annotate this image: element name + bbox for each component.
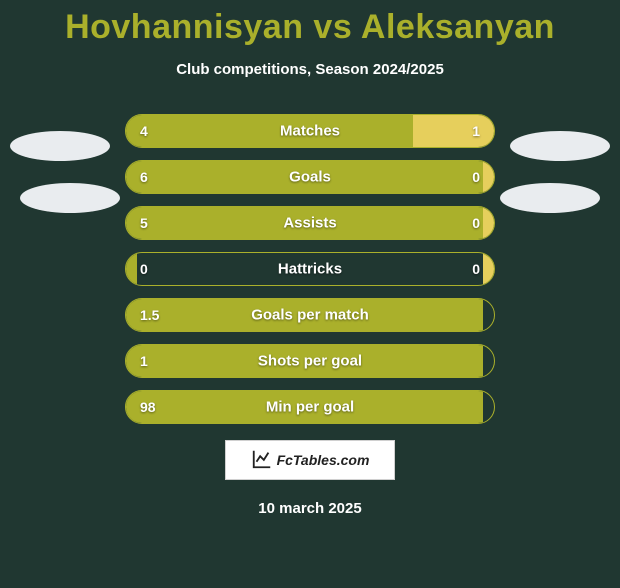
page-title: Hovhannisyan vs Aleksanyan	[0, 8, 620, 47]
stat-value-right: 0	[472, 169, 480, 185]
stat-value-right: 0	[472, 261, 480, 277]
stat-label: Goals	[126, 169, 494, 186]
stat-row: 1Shots per goal	[125, 344, 495, 378]
stat-label: Min per goal	[126, 399, 494, 416]
stat-row: 1.5Goals per match	[125, 298, 495, 332]
brand-badge: FcTables.com	[225, 440, 395, 480]
page-subtitle: Club competitions, Season 2024/2025	[0, 61, 620, 78]
stat-label: Assists	[126, 215, 494, 232]
stat-value-right: 1	[472, 123, 480, 139]
stat-label: Matches	[126, 123, 494, 140]
brand-text: FcTables.com	[277, 452, 370, 468]
stat-row: 6Goals0	[125, 160, 495, 194]
stats-rows: 4Matches16Goals05Assists00Hattricks01.5G…	[0, 114, 620, 424]
chart-icon	[251, 448, 273, 473]
stat-label: Goals per match	[126, 307, 494, 324]
footer-date: 10 march 2025	[0, 500, 620, 517]
stat-row: 98Min per goal	[125, 390, 495, 424]
stat-row: 5Assists0	[125, 206, 495, 240]
stat-value-right: 0	[472, 215, 480, 231]
stat-label: Hattricks	[126, 261, 494, 278]
stat-label: Shots per goal	[126, 353, 494, 370]
stat-row: 4Matches1	[125, 114, 495, 148]
stat-row: 0Hattricks0	[125, 252, 495, 286]
